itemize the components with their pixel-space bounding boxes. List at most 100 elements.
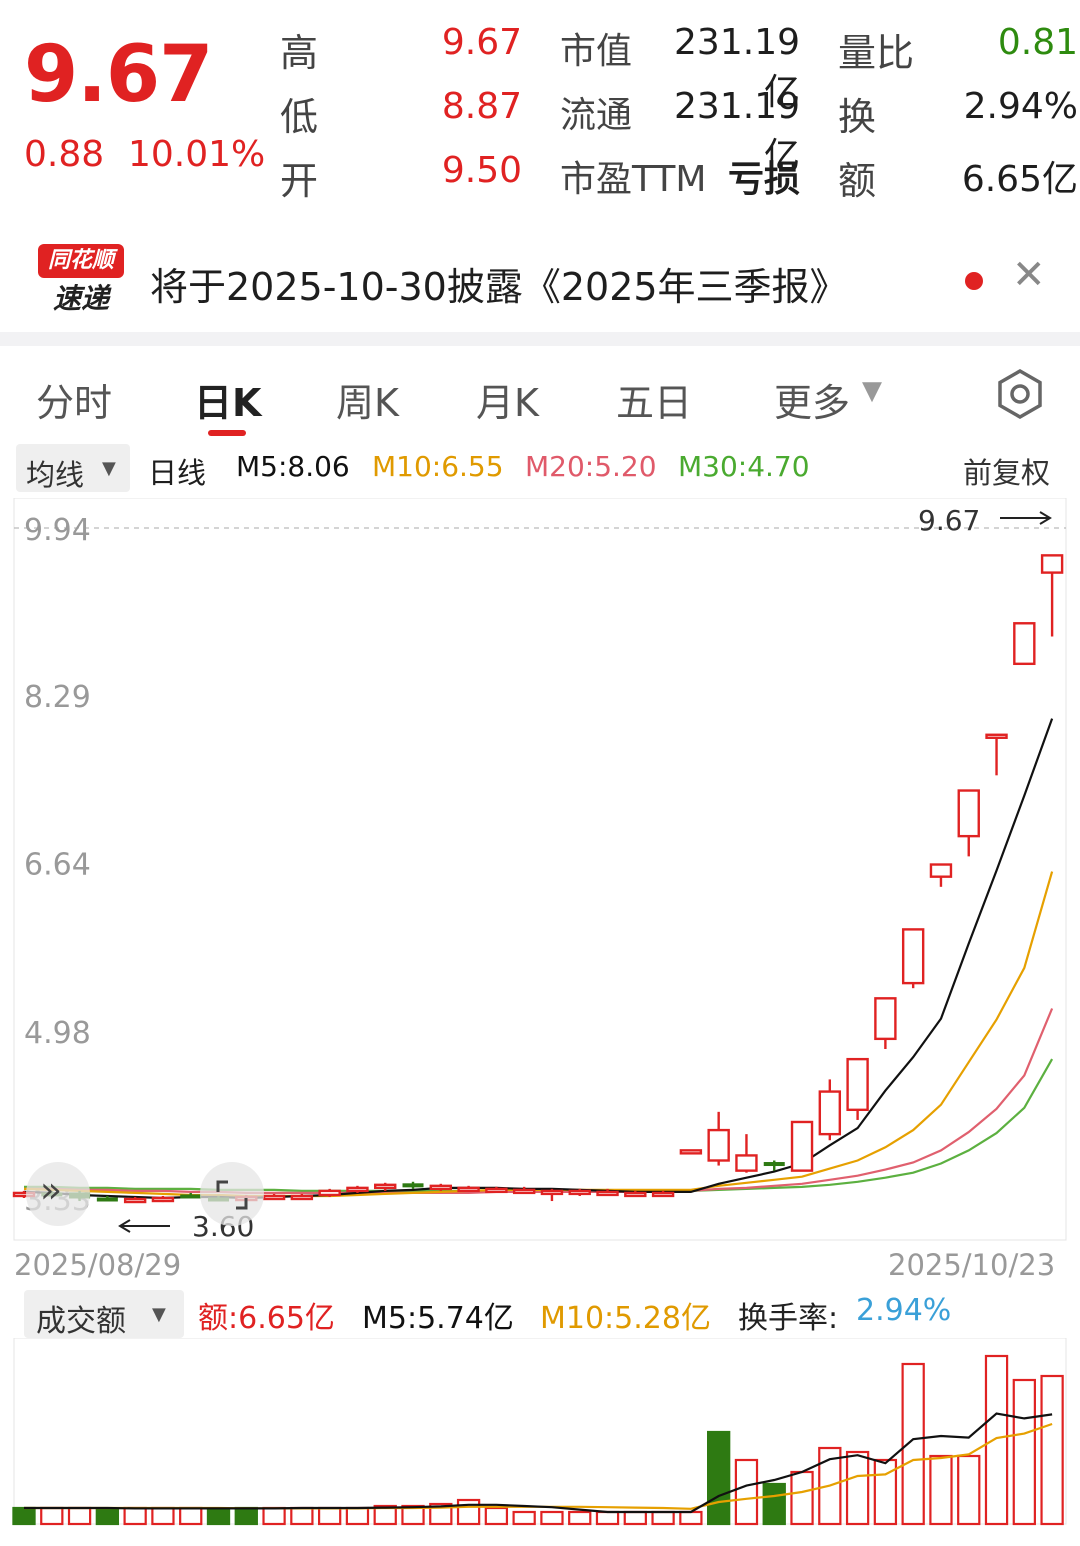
candle-body <box>624 1191 647 1198</box>
ma-selector[interactable]: 均线 ▼ <box>16 444 130 492</box>
settings-icon[interactable] <box>994 368 1046 424</box>
tab-5[interactable]: 更多 <box>774 381 851 425</box>
candle-body <box>568 1189 591 1196</box>
candle-body <box>374 1183 397 1190</box>
volume-bar <box>345 1506 370 1526</box>
volume-bar <box>623 1510 647 1526</box>
volume-bar <box>1012 1378 1036 1526</box>
tab-4[interactable]: 五日 <box>616 381 693 425</box>
candle-body <box>596 1190 619 1197</box>
ma5-value: M5:8.06 <box>236 450 350 483</box>
volume-frame <box>13 1338 1067 1525</box>
ma5-line <box>23 718 1054 1200</box>
tab-2[interactable]: 周K <box>336 381 399 425</box>
tab-0[interactable]: 分时 <box>36 381 113 425</box>
stat-label: 量比 <box>838 31 915 75</box>
fullscreen-button[interactable] <box>200 1162 264 1226</box>
price-change-pct: 10.01% <box>128 134 266 175</box>
tab-1[interactable]: 日K <box>194 381 262 425</box>
volume-bar <box>262 1506 286 1526</box>
volume-bar <box>67 1506 92 1526</box>
volume-ma10: M10:5.28亿 <box>540 1301 711 1336</box>
volume-bar <box>484 1506 509 1526</box>
volume-bar <box>373 1504 397 1526</box>
turnover-rate-value: 2.94% <box>856 1293 952 1328</box>
x-axis-end-date: 2025/10/23 <box>888 1248 1056 1282</box>
volume-bar <box>95 1508 120 1526</box>
candle-body <box>763 1162 785 1167</box>
candle-body <box>874 997 897 1041</box>
candle-body <box>180 1194 202 1199</box>
volume-selector[interactable]: 成交额 ▼ <box>24 1290 184 1339</box>
chevron-down-icon[interactable]: ▼ <box>862 376 882 406</box>
tab-3[interactable]: 月K <box>476 381 539 425</box>
volume-selector-label: 成交额 <box>36 1304 126 1339</box>
candle-body <box>318 1189 341 1197</box>
ma20-line <box>24 1008 1054 1194</box>
candle-body <box>651 1191 675 1198</box>
volume-bar <box>957 1454 981 1526</box>
price-adjust-toggle[interactable]: 前复权 <box>963 456 1051 490</box>
volume-bar <box>206 1508 231 1526</box>
candle-body <box>1040 554 1064 574</box>
y-tick-label: 6.64 <box>24 847 91 882</box>
ma30-value: M30:4.70 <box>678 450 810 483</box>
volume-bar <box>179 1506 203 1526</box>
stat-label: 开 <box>280 159 319 203</box>
volume-bar <box>568 1510 592 1526</box>
kline-chart[interactable]: 9.948.296.644.983.339.673.60 <box>0 498 1080 1248</box>
volume-bar <box>151 1506 175 1526</box>
ma10-value: M10:6.55 <box>372 450 504 483</box>
stat-value: 9.67 <box>441 22 522 63</box>
stat-label: 市值 <box>560 31 633 72</box>
ma-chevron-down-icon: ▼ <box>102 458 116 479</box>
volume-ma5-line <box>24 1412 1053 1514</box>
stat-value: 8.87 <box>441 86 522 127</box>
volume-bar <box>234 1506 258 1526</box>
volume-bar <box>845 1450 870 1526</box>
ma-selector-label: 均线 <box>26 458 85 492</box>
tonghuashun-logo-icon: 同花顺 速递 <box>38 244 124 326</box>
volume-bar <box>873 1458 898 1526</box>
volume-chart[interactable] <box>0 1338 1080 1546</box>
notice-text[interactable]: 将于2025-10-30披露《2025年三季报》 <box>150 265 848 309</box>
candle-body <box>818 1090 842 1136</box>
volume-bar <box>707 1430 731 1526</box>
candle-body <box>901 928 925 985</box>
volume-bar <box>790 1470 814 1526</box>
expand-icon <box>216 1180 248 1210</box>
candle-body <box>735 1154 758 1172</box>
volume-bar <box>984 1354 1009 1526</box>
volume-bar <box>290 1506 314 1526</box>
volume-bar <box>651 1510 675 1526</box>
candle-body <box>929 863 953 878</box>
stat-label: 低 <box>280 95 319 139</box>
y-tick-label: 8.29 <box>24 680 91 715</box>
max-price-label: 9.67 <box>918 504 980 537</box>
volume-ma10-line <box>24 1422 1053 1510</box>
volume-bar <box>929 1454 953 1526</box>
stat-value: 6.65亿 <box>961 159 1078 200</box>
candle-body <box>790 1120 814 1172</box>
candle-body <box>1013 622 1036 666</box>
close-icon[interactable]: ✕ <box>1012 252 1046 298</box>
volume-ma5: M5:5.74亿 <box>362 1301 514 1336</box>
stat-value: 231.19亿 <box>674 86 800 177</box>
y-tick-label: 4.98 <box>24 1016 91 1051</box>
volume-bar <box>123 1506 147 1526</box>
fast-forward-button[interactable]: » <box>26 1162 90 1226</box>
volume-chevron-down-icon: ▼ <box>152 1304 166 1325</box>
turnover-amount: 额:6.65亿 <box>198 1301 335 1336</box>
notice-bar[interactable]: 同花顺 速递 将于2025-10-30披露《2025年三季报》 ✕ <box>0 232 1080 332</box>
volume-bar <box>12 1506 36 1526</box>
chart-frame <box>13 498 1067 1241</box>
candle-body <box>346 1186 369 1193</box>
volume-bar <box>1040 1374 1064 1526</box>
logo-top-text: 同花顺 <box>38 244 124 278</box>
ma10-line <box>23 871 1054 1198</box>
volume-bar <box>429 1502 453 1526</box>
candle-body <box>402 1183 424 1188</box>
candle-body <box>485 1187 508 1194</box>
candle-body <box>457 1186 480 1193</box>
last-price: 9.67 <box>24 30 213 120</box>
